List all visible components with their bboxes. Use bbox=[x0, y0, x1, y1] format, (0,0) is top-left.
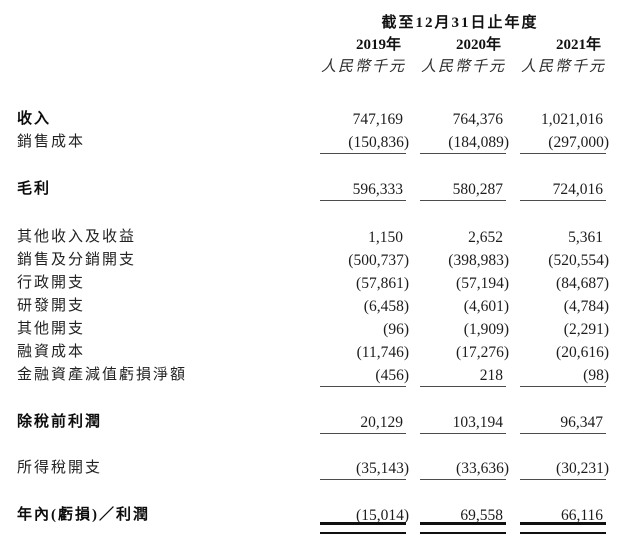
value-cell: 103,194 bbox=[410, 411, 510, 434]
value-cell: 596,333 bbox=[310, 178, 410, 201]
value-cell: 5,361 bbox=[568, 229, 603, 246]
row-label: 其他收入及收益 bbox=[17, 229, 137, 245]
header-spacer bbox=[17, 12, 310, 34]
value-cell: 724,016 bbox=[510, 178, 610, 201]
table-row-profit-before-tax: 除稅前利潤 20,129 103,194 96,347 bbox=[17, 411, 610, 434]
table-row-other-expenses: 其他開支 (96) (1,909) (2,291) bbox=[17, 318, 610, 341]
unit-label-2020: 人民幣千元 bbox=[420, 59, 506, 75]
row-label: 年內(虧損)／利潤 bbox=[17, 507, 150, 523]
table-row-profit-for-year: 年內(虧損)／利潤 (15,014) 69,558 66,116 bbox=[17, 504, 610, 534]
single-rule bbox=[520, 200, 606, 201]
table-row-income-tax: 所得稅開支 (35,143) (33,636) (30,231) bbox=[17, 457, 610, 480]
row-label: 其他開支 bbox=[17, 321, 86, 337]
header-spacer bbox=[17, 56, 310, 78]
value-cell: (150,836) bbox=[310, 131, 410, 154]
value-cell: (35,143) bbox=[310, 457, 410, 480]
value-cell: (500,737) bbox=[348, 252, 409, 269]
value-cell: (297,000) bbox=[510, 131, 610, 154]
value-cell: 66,116 bbox=[510, 504, 610, 534]
value-cell: (11,746) bbox=[356, 344, 409, 361]
value-cell: 747,169 bbox=[352, 111, 403, 128]
value-cell: (398,983) bbox=[448, 252, 509, 269]
value-cell: (98) bbox=[510, 364, 610, 387]
single-rule bbox=[320, 433, 406, 434]
period-header-row: 截至12月31日止年度 bbox=[17, 12, 610, 34]
unit-header-row: 人民幣千元 人民幣千元 人民幣千元 bbox=[17, 56, 610, 78]
single-rule bbox=[420, 433, 506, 434]
header-spacer bbox=[17, 34, 310, 56]
single-rule bbox=[420, 386, 506, 387]
single-rule bbox=[520, 479, 606, 480]
value-cell: (84,687) bbox=[556, 275, 609, 292]
value-cell: (96) bbox=[383, 321, 409, 338]
table-row-rd-expenses: 研發開支 (6,458) (4,601) (4,784) bbox=[17, 295, 610, 318]
row-label: 銷售及分銷開支 bbox=[17, 252, 137, 268]
column-header-2020: 2020年 bbox=[455, 37, 501, 53]
single-rule bbox=[420, 200, 506, 201]
row-label: 除稅前利潤 bbox=[17, 414, 103, 430]
row-label: 收入 bbox=[17, 111, 52, 127]
row-label: 銷售成本 bbox=[17, 134, 86, 150]
row-label: 毛利 bbox=[17, 181, 52, 197]
value-cell: (4,784) bbox=[563, 298, 609, 315]
single-rule bbox=[520, 386, 606, 387]
row-label: 融資成本 bbox=[17, 344, 86, 360]
value-cell: 2,652 bbox=[468, 229, 503, 246]
value-cell: (57,194) bbox=[456, 275, 509, 292]
value-cell: (2,291) bbox=[563, 321, 609, 338]
value-cell: (4,601) bbox=[463, 298, 509, 315]
value-cell: (15,014) bbox=[310, 504, 410, 534]
single-rule bbox=[520, 153, 606, 154]
value-cell: (17,276) bbox=[456, 344, 509, 361]
row-label: 行政開支 bbox=[17, 275, 86, 291]
single-rule bbox=[320, 386, 406, 387]
row-label: 研發開支 bbox=[17, 298, 86, 314]
value-cell: 580,287 bbox=[410, 178, 510, 201]
table-row-impairment-losses: 金融資產減值虧損淨額 (456) 218 (98) bbox=[17, 364, 610, 387]
value-cell: (456) bbox=[310, 364, 410, 387]
single-rule bbox=[520, 433, 606, 434]
table-row-gross-profit: 毛利 596,333 580,287 724,016 bbox=[17, 178, 610, 201]
table-row-cost-of-sales: 銷售成本 (150,836) (184,089) (297,000) bbox=[17, 131, 610, 154]
column-header-2021: 2021年 bbox=[555, 37, 601, 53]
single-rule bbox=[320, 479, 406, 480]
value-cell: (6,458) bbox=[363, 298, 409, 315]
year-header-row: 2019年 2020年 2021年 bbox=[17, 34, 610, 56]
value-cell: 20,129 bbox=[310, 411, 410, 434]
value-cell: (184,089) bbox=[410, 131, 510, 154]
table-row-selling-expenses: 銷售及分銷開支 (500,737) (398,983) (520,554) bbox=[17, 249, 610, 272]
value-cell: (57,861) bbox=[356, 275, 409, 292]
value-cell: (33,636) bbox=[410, 457, 510, 480]
single-rule bbox=[420, 153, 506, 154]
unit-label-2021: 人民幣千元 bbox=[520, 59, 606, 75]
table-row-admin-expenses: 行政開支 (57,861) (57,194) (84,687) bbox=[17, 272, 610, 295]
single-rule bbox=[320, 153, 406, 154]
value-cell: (20,616) bbox=[556, 344, 609, 361]
value-cell: (30,231) bbox=[510, 457, 610, 480]
value-cell: 1,150 bbox=[368, 229, 403, 246]
value-cell: (520,554) bbox=[548, 252, 609, 269]
table-row-revenue: 收入 747,169 764,376 1,021,016 bbox=[17, 108, 610, 131]
value-cell: 764,376 bbox=[452, 111, 503, 128]
value-cell: (1,909) bbox=[463, 321, 509, 338]
value-cell: 96,347 bbox=[510, 411, 610, 434]
table-row-other-income: 其他收入及收益 1,150 2,652 5,361 bbox=[17, 226, 610, 249]
row-label: 金融資產減值虧損淨額 bbox=[17, 367, 188, 383]
single-rule bbox=[320, 200, 406, 201]
row-label: 所得稅開支 bbox=[17, 460, 103, 476]
unit-label-2019: 人民幣千元 bbox=[320, 59, 406, 75]
value-cell: 218 bbox=[410, 364, 510, 387]
period-title: 截至12月31日止年度 bbox=[381, 15, 539, 31]
value-cell: 1,021,016 bbox=[541, 111, 603, 128]
table-row-finance-costs: 融資成本 (11,746) (17,276) (20,616) bbox=[17, 341, 610, 364]
single-rule bbox=[420, 479, 506, 480]
column-header-2019: 2019年 bbox=[355, 37, 401, 53]
value-cell: 69,558 bbox=[410, 504, 510, 534]
